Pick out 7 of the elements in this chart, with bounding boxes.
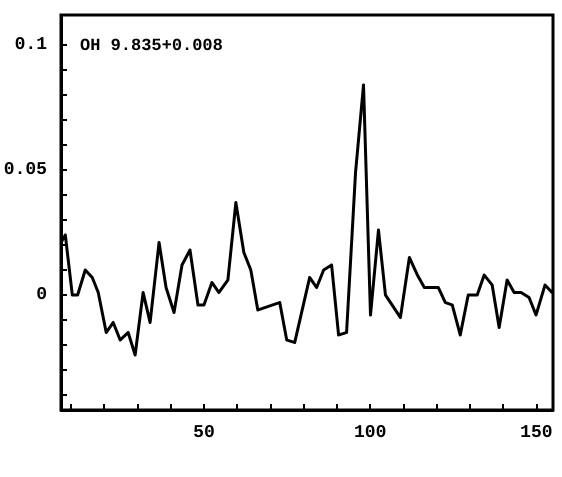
y-tick-label: 0.1 bbox=[14, 35, 48, 55]
x-tick-label: 100 bbox=[354, 423, 386, 443]
y-tick-label: 0.05 bbox=[4, 160, 47, 180]
y-tick-label: 0 bbox=[36, 285, 47, 305]
annotation: OH 9.835+0.008 bbox=[80, 37, 223, 56]
x-tick-label: 50 bbox=[193, 423, 215, 443]
x-tick-label: 150 bbox=[520, 423, 553, 443]
